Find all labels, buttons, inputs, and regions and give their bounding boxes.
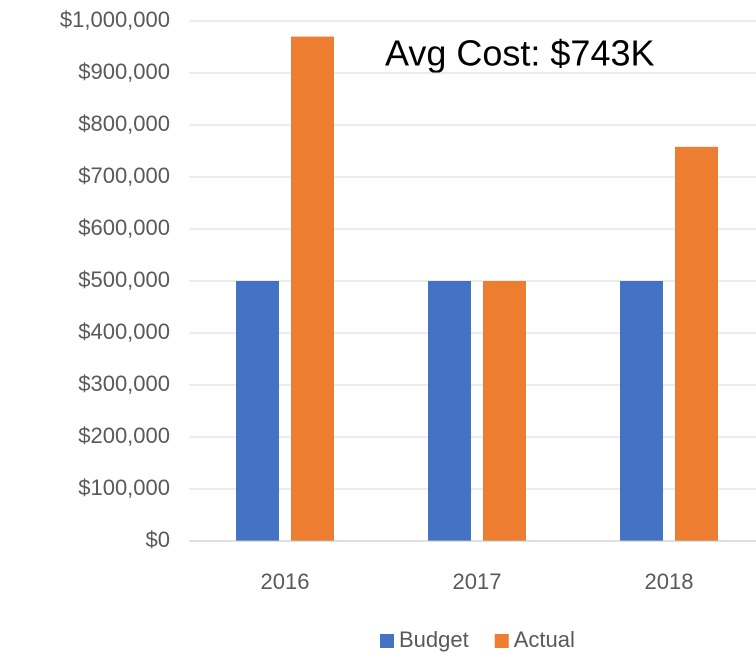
- y-tick-label: $600,000: [78, 215, 170, 240]
- y-tick-label: $800,000: [78, 111, 170, 136]
- legend-swatch: [494, 634, 509, 648]
- legend-label: Actual: [514, 627, 575, 652]
- x-tick-label: 2016: [261, 569, 310, 594]
- legend-label: Budget: [399, 627, 469, 652]
- bar: [291, 36, 334, 541]
- y-tick-label: $1,000,000: [60, 7, 170, 32]
- x-tick-label: 2018: [645, 569, 694, 594]
- bar: [428, 281, 471, 541]
- y-tick-label: $200,000: [78, 423, 170, 448]
- bar: [675, 146, 718, 541]
- y-tick-label: $700,000: [78, 163, 170, 188]
- bar: [236, 281, 279, 541]
- y-tick-label: $100,000: [78, 475, 170, 500]
- bar: [620, 281, 663, 541]
- annotation: Avg Cost: $743K: [385, 33, 655, 74]
- y-tick-label: $300,000: [78, 371, 170, 396]
- y-tick-label: $900,000: [78, 59, 170, 84]
- y-tick-label: $400,000: [78, 319, 170, 344]
- y-tick-label: $0: [146, 527, 170, 552]
- y-tick-label: $500,000: [78, 267, 170, 292]
- x-tick-label: 2017: [453, 569, 502, 594]
- bar: [483, 281, 526, 541]
- legend-swatch: [380, 634, 394, 648]
